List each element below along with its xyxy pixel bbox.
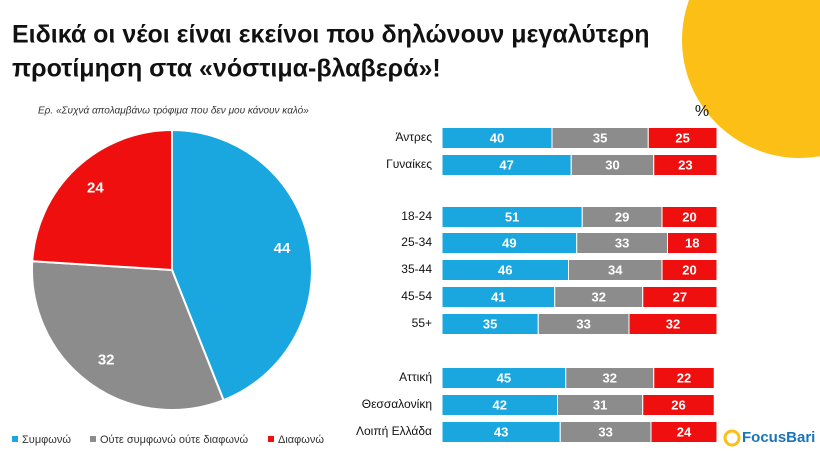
pie-label: 32 bbox=[98, 352, 115, 369]
bar-label: 24 bbox=[677, 424, 692, 439]
legend-swatch bbox=[268, 436, 274, 442]
logo-icon bbox=[723, 429, 741, 447]
legend-label: Ούτε συμφωνώ ούτε διαφωνώ bbox=[100, 434, 248, 446]
bar-label: 18 bbox=[685, 235, 699, 250]
row-label: 25-34 bbox=[401, 235, 432, 249]
row-label: 55+ bbox=[412, 316, 432, 330]
bar-segment bbox=[667, 232, 718, 254]
bar-segment bbox=[661, 259, 718, 281]
logo: FocusBari bbox=[723, 429, 815, 447]
bar-label: 20 bbox=[682, 262, 696, 277]
row-label: Άντρες bbox=[396, 130, 433, 144]
bar-label: 47 bbox=[499, 157, 513, 172]
unit: % bbox=[695, 103, 709, 120]
pie-label: 44 bbox=[274, 240, 291, 257]
bar-label: 45 bbox=[497, 370, 511, 385]
bar-label: 35 bbox=[483, 316, 497, 331]
bar-segment bbox=[642, 286, 718, 308]
bar-label: 34 bbox=[608, 262, 623, 277]
subtitle: Ερ. «Συχνά απολαμβάνω τρόφιμα που δεν μο… bbox=[38, 105, 309, 117]
bar-segment bbox=[650, 421, 718, 443]
bar-segment bbox=[628, 313, 718, 335]
row-label: Αττική bbox=[399, 370, 432, 384]
bar-label: 33 bbox=[576, 316, 590, 331]
bar-label: 30 bbox=[605, 157, 619, 172]
row-label: Γυναίκες bbox=[386, 157, 432, 171]
bar-label: 32 bbox=[666, 316, 680, 331]
pie-slice bbox=[171, 128, 313, 402]
bar-label: 33 bbox=[615, 235, 629, 250]
bar-label: 26 bbox=[671, 397, 685, 412]
legend-swatch bbox=[90, 436, 96, 442]
legend-label: Συμφωνώ bbox=[22, 434, 71, 446]
row-label: 35-44 bbox=[401, 262, 432, 276]
bar-label: 49 bbox=[502, 235, 516, 250]
legend-swatch bbox=[12, 436, 18, 442]
bar-label: 43 bbox=[494, 424, 508, 439]
bar-label: 35 bbox=[593, 130, 607, 145]
row-label: 18-24 bbox=[401, 209, 432, 223]
row-label: Λοιπή Ελλάδα bbox=[356, 424, 432, 438]
bar-label: 42 bbox=[493, 397, 507, 412]
legend-label: Διαφωνώ bbox=[278, 434, 324, 446]
bar-label: 27 bbox=[673, 289, 687, 304]
bar-segment bbox=[647, 127, 718, 149]
bar-label: 51 bbox=[505, 209, 519, 224]
bar-label: 25 bbox=[675, 130, 689, 145]
bar-segment bbox=[642, 394, 715, 416]
bar-label: 31 bbox=[593, 397, 607, 412]
bar-label: 32 bbox=[603, 370, 617, 385]
bar-segment bbox=[653, 367, 715, 389]
bar-label: 23 bbox=[678, 157, 692, 172]
decor-circle bbox=[682, 0, 820, 158]
pie-slice bbox=[31, 128, 173, 272]
bar-label: 22 bbox=[677, 370, 691, 385]
bar-label: 33 bbox=[598, 424, 612, 439]
title-line: προτίμηση στα «νόστιμα-βλαβερά»! bbox=[12, 55, 441, 83]
row-label: 45-54 bbox=[401, 289, 432, 303]
pie-label: 24 bbox=[87, 179, 104, 196]
bar-segment bbox=[661, 206, 718, 228]
bar-label: 41 bbox=[491, 289, 505, 304]
row-label: Θεσσαλονίκη bbox=[362, 397, 432, 411]
logo-text: FocusBari bbox=[742, 429, 815, 446]
bar-segment bbox=[653, 154, 718, 176]
title-line: Ειδικά οι νέοι είναι εκείνοι που δηλώνου… bbox=[12, 21, 650, 49]
bar-label: 32 bbox=[592, 289, 606, 304]
bar-label: 29 bbox=[615, 209, 629, 224]
bar-label: 46 bbox=[498, 262, 512, 277]
pie-slice bbox=[31, 260, 225, 411]
bar-label: 40 bbox=[490, 130, 504, 145]
bar-label: 20 bbox=[682, 209, 696, 224]
